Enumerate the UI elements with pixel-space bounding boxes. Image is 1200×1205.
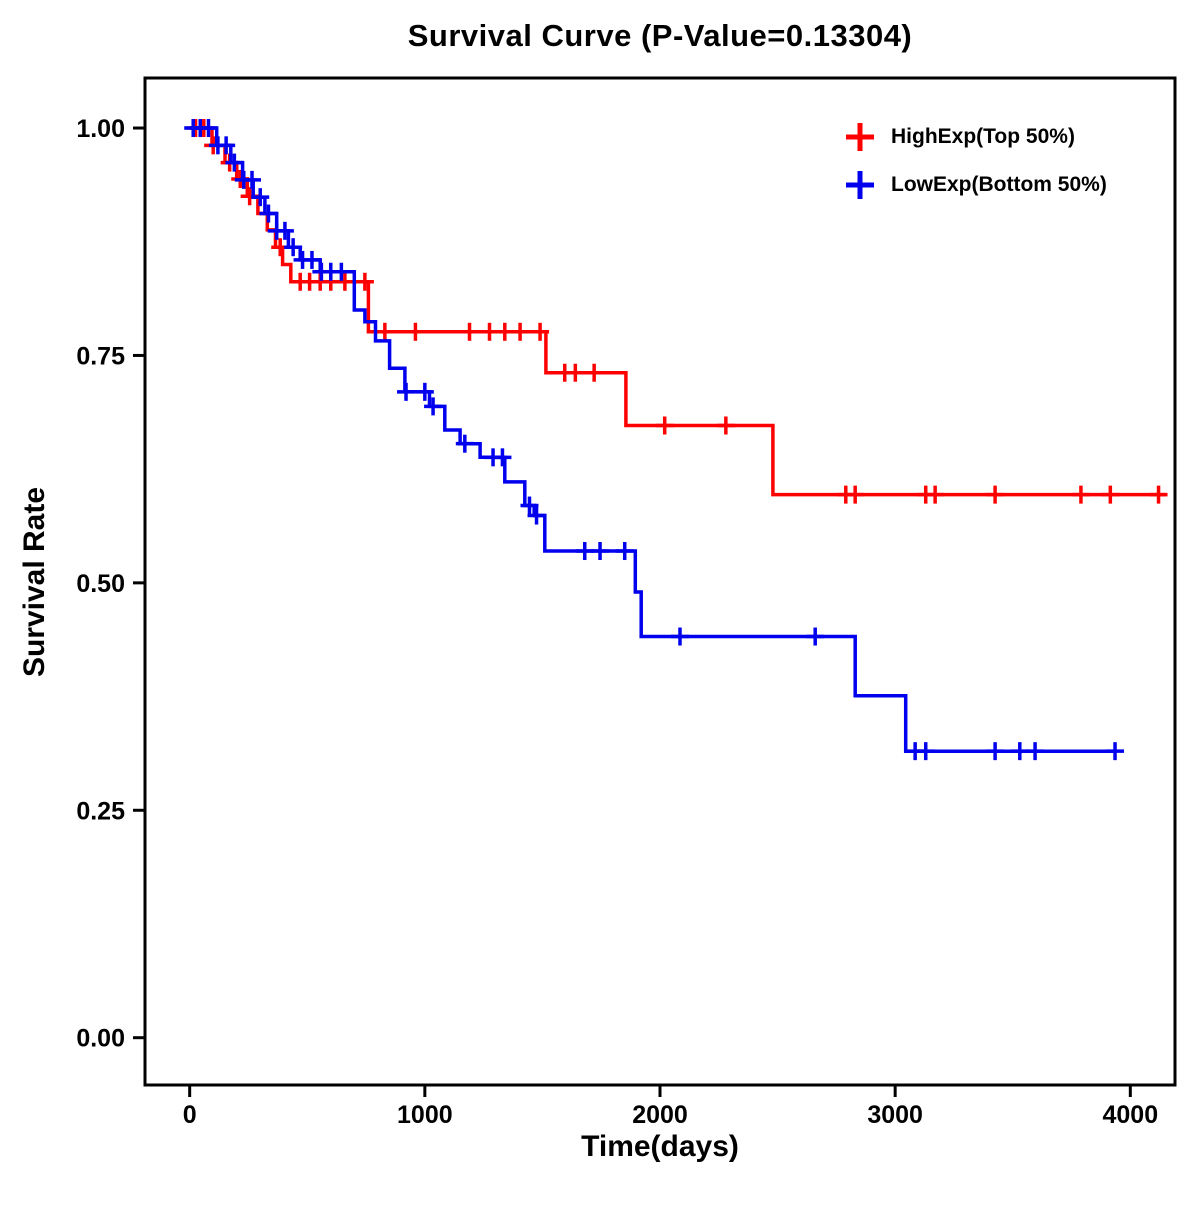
legend-label-lowexp: LowExp(Bottom 50%) <box>891 173 1107 196</box>
legend-label-highexp: HighExp(Top 50%) <box>891 125 1075 148</box>
x-tick-label: 4000 <box>1103 1101 1159 1129</box>
plot-border <box>143 76 1177 1087</box>
x-tick-label: 3000 <box>867 1101 923 1129</box>
censor-marks-lowexp <box>184 119 1125 761</box>
x-axis-label: Time(days) <box>581 1130 739 1163</box>
y-axis-label: Survival Rate <box>18 486 51 678</box>
chart-title: Survival Curve (P-Value=0.13304) <box>407 18 913 53</box>
y-tick-label: 0.75 <box>76 342 125 370</box>
y-tick-label: 0.25 <box>76 797 125 825</box>
legend-item-lowexp: LowExp(Bottom 50%) <box>843 168 1107 202</box>
censor-plus-icon-highexp <box>846 123 874 151</box>
x-tick-label: 2000 <box>632 1101 688 1129</box>
censor-plus-icon-lowexp <box>846 171 874 199</box>
y-tick-label: 1.00 <box>76 115 125 143</box>
y-tick-label: 0.00 <box>76 1025 125 1053</box>
x-tick-label: 0 <box>183 1101 197 1129</box>
y-tick-label: 0.50 <box>76 570 125 598</box>
survival-curve-lowexp <box>189 126 1115 753</box>
legend-item-highexp: HighExp(Top 50%) <box>843 120 1107 154</box>
legend: HighExp(Top 50%) LowExp(Bottom 50%) <box>843 120 1107 202</box>
x-tick-label: 1000 <box>397 1101 453 1129</box>
